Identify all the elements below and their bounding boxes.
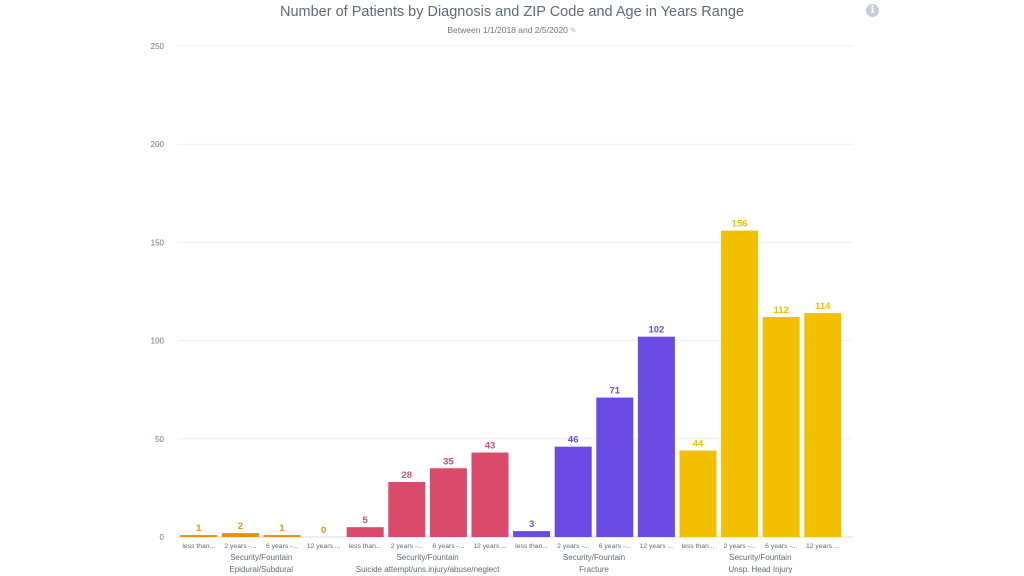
info-icon[interactable]: i: [866, 4, 879, 17]
chart-subtitle: Between 1/1/2018 and 2/5/2020 ✎: [0, 25, 1024, 35]
bar[interactable]: [721, 230, 759, 537]
group-zip-label: Security/Fountain: [729, 553, 791, 562]
pencil-icon[interactable]: ✎: [569, 26, 577, 35]
data-label: 102: [648, 325, 664, 336]
data-label: 5: [363, 515, 369, 526]
bar[interactable]: [804, 313, 842, 537]
data-label: 3: [529, 519, 534, 530]
x-tick-label: 6 years -...: [599, 543, 631, 550]
data-label: 35: [443, 456, 454, 467]
x-tick-label: 2 years -...: [224, 543, 256, 550]
group-diagnosis-label: Epidural/Subdural: [229, 565, 293, 574]
data-label: 1: [279, 523, 285, 534]
x-tick-label: 12 years ...: [473, 543, 507, 550]
x-tick-label: less than...: [182, 543, 215, 550]
group-zip-label: Security/Fountain: [230, 553, 292, 562]
bar[interactable]: [762, 317, 800, 537]
x-tick-label: less than...: [349, 543, 382, 550]
y-tick-label: 50: [155, 435, 164, 444]
x-tick-label: 12 years ...: [806, 543, 840, 550]
x-tick-label: 2 years -...: [724, 543, 756, 550]
x-tick-label: 12 years ...: [307, 543, 341, 550]
data-label: 43: [485, 441, 496, 452]
y-tick-label: 150: [151, 238, 165, 247]
group-zip-label: Security/Fountain: [563, 553, 625, 562]
x-tick-label: 2 years -...: [391, 543, 423, 550]
group-zip-label: Security/Fountain: [396, 553, 458, 562]
bar[interactable]: [388, 482, 426, 537]
bar[interactable]: [554, 446, 592, 537]
bar[interactable]: [679, 450, 717, 537]
bar[interactable]: [346, 527, 384, 537]
bar[interactable]: [263, 535, 301, 537]
bar[interactable]: [596, 397, 634, 537]
data-label: 44: [693, 439, 704, 450]
bar[interactable]: [180, 535, 218, 537]
data-label: 112: [774, 305, 789, 316]
x-tick-label: less than...: [515, 543, 548, 550]
x-tick-label: 6 years -...: [765, 543, 797, 550]
x-tick-label: 6 years -...: [266, 543, 298, 550]
bar[interactable]: [471, 452, 509, 537]
bar[interactable]: [429, 468, 467, 537]
data-label: 2: [238, 521, 243, 532]
data-label: 114: [815, 301, 831, 312]
data-label: 1: [196, 523, 202, 534]
y-tick-label: 100: [151, 337, 165, 346]
group-diagnosis-label: Unsp. Head Injury: [728, 565, 792, 574]
data-label: 156: [732, 219, 748, 230]
x-tick-label: 6 years -...: [432, 543, 464, 550]
data-label: 46: [568, 435, 579, 446]
subtitle-text: Between 1/1/2018 and 2/5/2020: [447, 25, 568, 35]
data-label: 0: [321, 525, 326, 536]
bar[interactable]: [637, 336, 675, 537]
bar[interactable]: [513, 531, 551, 537]
bar[interactable]: [221, 533, 259, 537]
group-diagnosis-label: Suicide attempt/uns.injury/abuse/neglect: [356, 565, 500, 574]
y-tick-label: 0: [160, 533, 165, 542]
group-diagnosis-label: Fracture: [579, 565, 609, 574]
y-tick-label: 200: [151, 140, 165, 149]
data-label: 28: [402, 470, 413, 481]
chart-title: Number of Patients by Diagnosis and ZIP …: [279, 4, 745, 20]
x-tick-label: less than...: [682, 543, 715, 550]
data-label: 71: [610, 386, 621, 397]
y-tick-label: 250: [151, 42, 165, 51]
x-tick-label: 2 years -...: [557, 543, 589, 550]
x-tick-label: 12 years ...: [640, 543, 674, 550]
